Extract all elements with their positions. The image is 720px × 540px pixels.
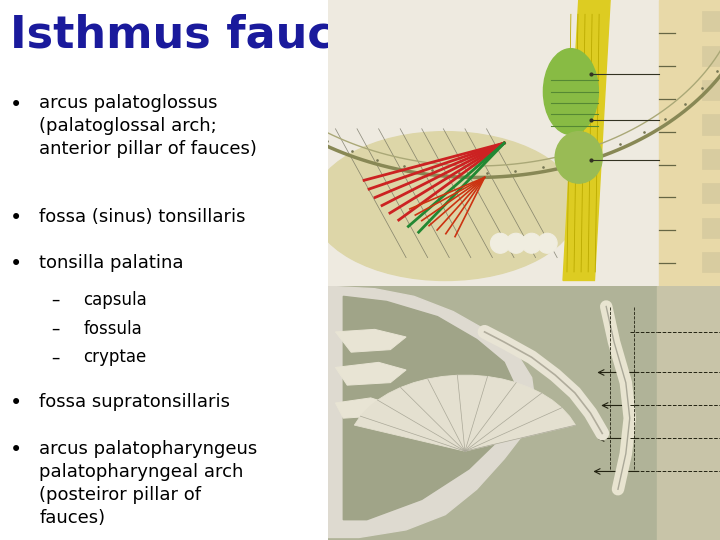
Bar: [702, 11, 720, 31]
Ellipse shape: [544, 49, 598, 134]
Text: –: –: [51, 348, 59, 366]
Text: •: •: [10, 254, 22, 274]
Bar: [702, 80, 720, 100]
Text: fossa (sinus) tonsillaris: fossa (sinus) tonsillaris: [40, 208, 246, 226]
Polygon shape: [343, 296, 516, 519]
Text: fossula: fossula: [84, 320, 143, 338]
Text: arcus palatopharyngeus
palatopharyngeal arch
(posteiror pillar of
fauces): arcus palatopharyngeus palatopharyngeal …: [40, 440, 258, 527]
Polygon shape: [336, 398, 395, 418]
Text: •: •: [10, 393, 22, 413]
Polygon shape: [336, 362, 406, 385]
Polygon shape: [563, 0, 610, 280]
Text: arcus palatoglossus
(palatoglossal arch;
anterior pillar of fauces): arcus palatoglossus (palatoglossal arch;…: [40, 94, 257, 158]
Ellipse shape: [522, 233, 541, 253]
Ellipse shape: [555, 132, 602, 183]
Bar: [702, 218, 720, 238]
Ellipse shape: [506, 233, 526, 253]
Ellipse shape: [490, 233, 510, 253]
Bar: [702, 149, 720, 169]
Bar: [702, 183, 720, 203]
Bar: [702, 114, 720, 134]
Text: Isthmus faucium: Isthmus faucium: [10, 14, 427, 57]
Ellipse shape: [538, 233, 557, 253]
Polygon shape: [336, 329, 406, 352]
Text: •: •: [10, 208, 22, 228]
Text: fossa supratonsillaris: fossa supratonsillaris: [40, 393, 230, 411]
Text: cryptae: cryptae: [84, 348, 147, 366]
Text: –: –: [51, 291, 59, 308]
Polygon shape: [354, 375, 575, 451]
Ellipse shape: [312, 132, 579, 280]
Text: •: •: [10, 440, 22, 460]
Text: tonsilla palatina: tonsilla palatina: [40, 254, 184, 272]
Bar: [657, 286, 720, 540]
Polygon shape: [328, 286, 536, 537]
Text: •: •: [10, 94, 22, 114]
Bar: [660, 0, 720, 286]
Bar: [702, 252, 720, 272]
Bar: [702, 46, 720, 66]
Text: –: –: [51, 320, 59, 338]
Text: capsula: capsula: [84, 291, 148, 308]
